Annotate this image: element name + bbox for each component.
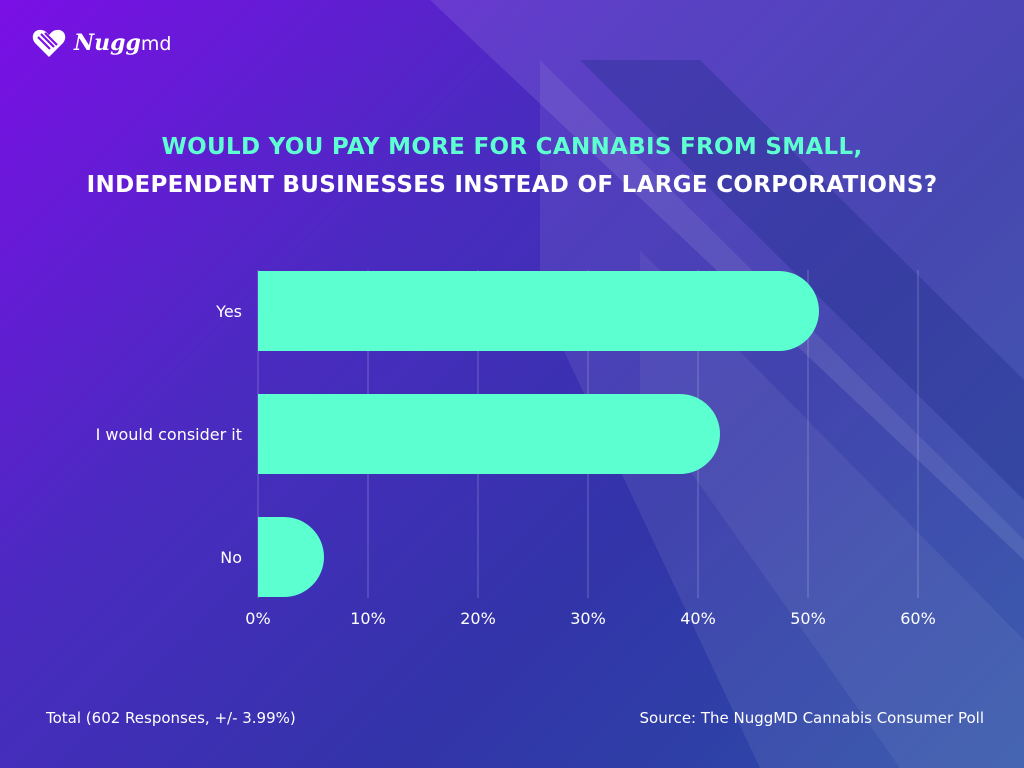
title-line-1: WOULD YOU PAY MORE FOR CANNABIS FROM SMA… [161,134,863,160]
x-tick-label: 20% [460,609,496,628]
x-tick-label: 40% [680,609,716,628]
x-tick-label: 50% [790,609,826,628]
category-label: Yes [215,302,242,321]
category-label: No [220,548,242,567]
x-tick-label: 10% [350,609,386,628]
logo-main: Nugg [74,30,141,56]
title-line-2: INDEPENDENT BUSINESSES INSTEAD OF LARGE … [86,172,938,198]
bar [258,271,819,351]
x-tick-label: 0% [245,609,270,628]
category-label: I would consider it [96,425,242,444]
heart-logo-icon [32,29,66,57]
x-tick-label: 30% [570,609,606,628]
bar [258,394,720,474]
x-tick-label: 60% [900,609,936,628]
source-note: Source: The NuggMD Cannabis Consumer Pol… [639,709,984,727]
nuggmd-logo: Nuggmd [32,28,171,58]
total-responses: Total (602 Responses, +/- 3.99%) [46,709,296,727]
bar [258,517,324,597]
logo-sub: md [140,33,172,55]
chart-title: WOULD YOU PAY MORE FOR CANNABIS FROM SMA… [0,128,1024,204]
